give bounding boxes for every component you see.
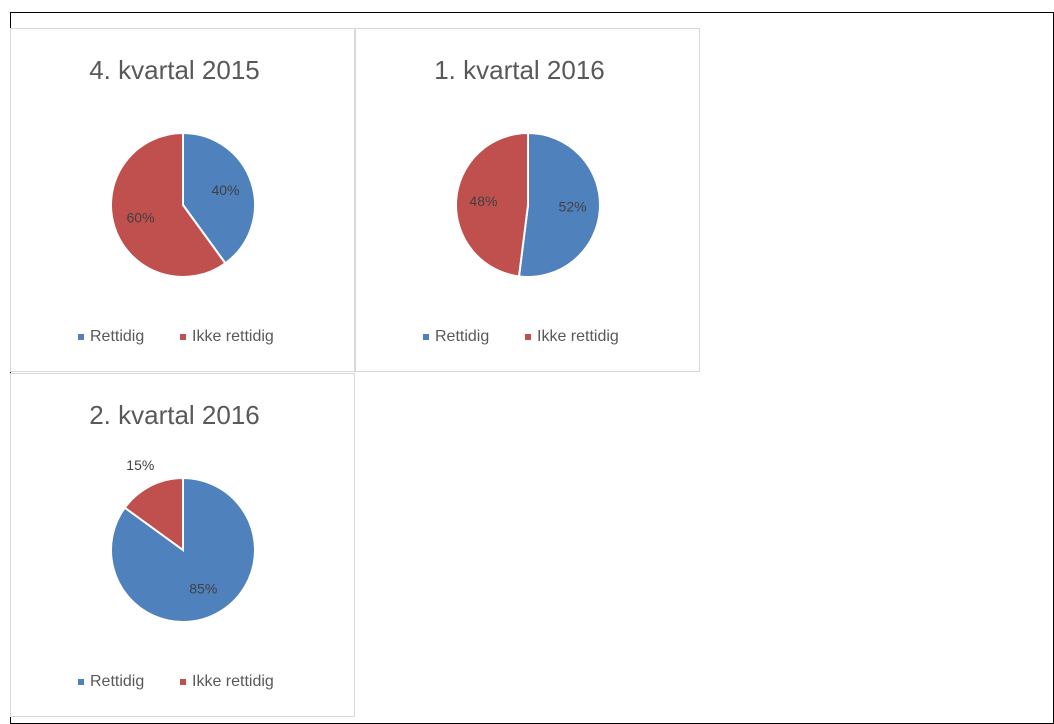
legend-label: Ikke rettidig xyxy=(192,673,274,690)
legend-marker xyxy=(78,334,84,340)
data-label: 52% xyxy=(559,199,587,215)
legend-label: Rettidig xyxy=(435,328,489,345)
legend-marker xyxy=(525,334,531,340)
data-label: 40% xyxy=(211,182,239,198)
data-label: 60% xyxy=(127,209,155,225)
legend-label: Ikke rettidig xyxy=(192,328,274,345)
pie-slice xyxy=(110,131,227,278)
legend-marker xyxy=(180,679,186,685)
chart-title: 4. kvartal 2015 xyxy=(89,55,260,85)
pie-slice xyxy=(182,131,256,265)
data-label: 48% xyxy=(469,193,497,209)
legend-label: Rettidig xyxy=(90,673,144,690)
chart-title: 2. kvartal 2016 xyxy=(89,400,260,430)
legend-label: Ikke rettidig xyxy=(537,328,619,345)
legend-marker xyxy=(423,334,429,340)
legend-marker xyxy=(180,334,186,340)
data-label: 15% xyxy=(126,457,154,473)
legend-marker xyxy=(78,679,84,685)
chart-title: 1. kvartal 2016 xyxy=(434,55,605,85)
data-label: 85% xyxy=(189,580,217,596)
pie-slice xyxy=(455,131,529,278)
pie-slice xyxy=(517,131,601,278)
legend-label: Rettidig xyxy=(90,328,144,345)
pie-slice xyxy=(123,476,184,552)
